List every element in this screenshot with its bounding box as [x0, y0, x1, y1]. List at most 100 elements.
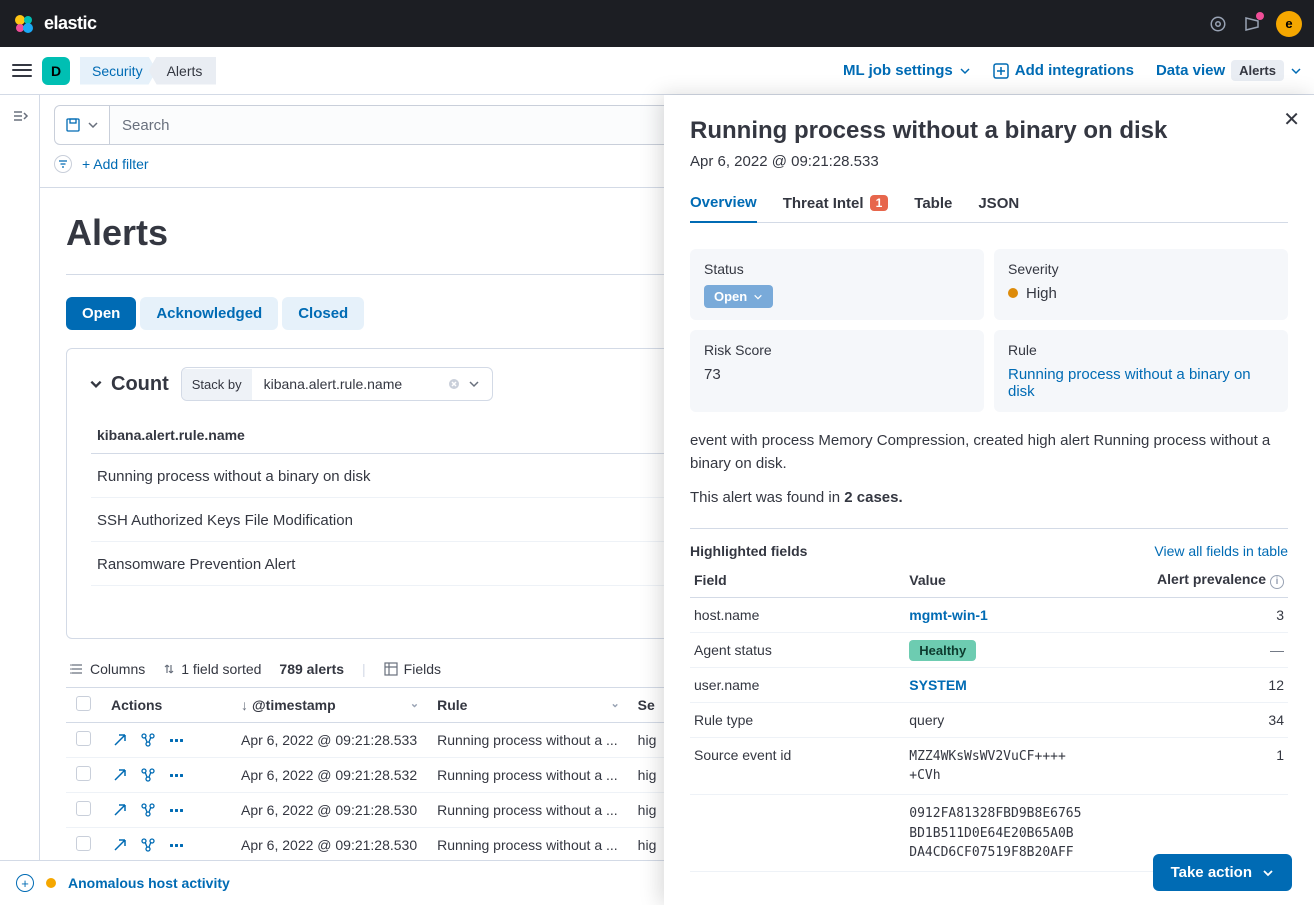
- nav-toggle-icon[interactable]: [12, 61, 32, 81]
- add-integrations-link[interactable]: Add integrations: [993, 62, 1134, 79]
- tab-json[interactable]: JSON: [978, 188, 1019, 222]
- rule-label: Rule: [1008, 342, 1274, 358]
- add-timeline-icon[interactable]: +: [16, 874, 34, 892]
- hl-col-value: Value: [905, 563, 1144, 598]
- expand-rail-icon[interactable]: [11, 107, 29, 125]
- hl-field: Agent status: [690, 633, 905, 668]
- highlighted-header: Highlighted fields View all fields in ta…: [690, 528, 1288, 559]
- more-actions-icon[interactable]: [167, 731, 185, 749]
- expand-icon[interactable]: [111, 836, 129, 854]
- take-action-button[interactable]: Take action: [1153, 854, 1292, 891]
- chevron-down-icon[interactable]: [468, 378, 480, 390]
- stack-by-selector[interactable]: Stack by kibana.alert.rule.name: [181, 367, 493, 401]
- sort-icon: [163, 663, 175, 675]
- sort-label: 1 field sorted: [181, 661, 261, 677]
- expand-icon[interactable]: [111, 731, 129, 749]
- close-flyout-button[interactable]: ✕: [1283, 107, 1300, 132]
- analyze-icon[interactable]: [139, 836, 157, 854]
- status-tab-open[interactable]: Open: [66, 297, 136, 330]
- info-grid: Status Open Severity High Risk Score 73 …: [690, 249, 1288, 412]
- severity-dot-icon: [1008, 288, 1018, 298]
- hl-value-mono: 0912FA81328FBD9B8E6765BD1B511D0E64E20B65…: [909, 806, 1081, 859]
- row-checkbox[interactable]: [76, 801, 91, 816]
- view-all-fields-link[interactable]: View all fields in table: [1154, 543, 1288, 559]
- info-risk: Risk Score 73: [690, 330, 984, 412]
- hl-value-link[interactable]: SYSTEM: [909, 677, 967, 693]
- ml-job-settings[interactable]: ML job settings: [843, 62, 971, 79]
- help-icon[interactable]: [1208, 14, 1228, 34]
- rule-link[interactable]: Running process without a binary on disk: [1008, 366, 1251, 400]
- row-checkbox[interactable]: [76, 731, 91, 746]
- select-all-checkbox[interactable]: [76, 696, 91, 711]
- flyout-header: Running process without a binary on disk…: [664, 95, 1314, 233]
- timeline-title[interactable]: Anomalous host activity: [68, 875, 230, 891]
- columns-label: Columns: [90, 661, 145, 677]
- hl-value-cell: mgmt-win-1: [905, 598, 1144, 633]
- analyze-icon[interactable]: [139, 766, 157, 784]
- status-dot-icon: [46, 878, 56, 888]
- cell-timestamp: Apr 6, 2022 @ 09:21:28.532: [231, 758, 427, 793]
- data-view-selector[interactable]: Data view Alerts: [1156, 60, 1302, 81]
- analyze-icon[interactable]: [139, 731, 157, 749]
- chevron-down-icon: [753, 292, 763, 302]
- filter-options-icon[interactable]: [54, 155, 72, 173]
- cell-timestamp: Apr 6, 2022 @ 09:21:28.533: [231, 723, 427, 758]
- saved-queries-button[interactable]: [54, 105, 110, 145]
- hl-value-cell: Healthy: [905, 633, 1144, 668]
- elastic-logo[interactable]: elastic: [12, 12, 97, 36]
- more-actions-icon[interactable]: [167, 801, 185, 819]
- stack-by-label: Stack by: [182, 369, 252, 400]
- breadcrumb-section[interactable]: Security: [80, 57, 157, 85]
- expand-icon[interactable]: [111, 801, 129, 819]
- alert-flyout: ✕ Running process without a binary on di…: [664, 95, 1314, 905]
- hl-row: Source event id MZZ4WKsWsWV2VuCF+++++CVh…: [690, 738, 1288, 795]
- status-badge[interactable]: Open: [704, 285, 773, 308]
- ml-job-label: ML job settings: [843, 62, 953, 79]
- expand-icon[interactable]: [111, 766, 129, 784]
- row-checkbox[interactable]: [76, 836, 91, 851]
- clear-icon[interactable]: [448, 378, 460, 390]
- add-filter-link[interactable]: + Add filter: [82, 156, 149, 172]
- hl-value-link[interactable]: mgmt-win-1: [909, 607, 988, 623]
- tab-threat-intel[interactable]: Threat Intel 1: [783, 188, 889, 222]
- cases-prefix: This alert was found in: [690, 489, 844, 506]
- add-integrations-label: Add integrations: [1015, 62, 1134, 79]
- analyze-icon[interactable]: [139, 801, 157, 819]
- hl-prev-dash: —: [1270, 642, 1284, 658]
- hl-col-field: Field: [690, 563, 905, 598]
- more-actions-icon[interactable]: [167, 836, 185, 854]
- newsfeed-icon[interactable]: [1242, 14, 1262, 34]
- hl-col-prevalence: Alert prevalencei: [1144, 563, 1288, 598]
- sub-header-right: ML job settings Add integrations Data vi…: [843, 60, 1302, 81]
- row-checkbox[interactable]: [76, 766, 91, 781]
- status-tab-closed[interactable]: Closed: [282, 297, 364, 330]
- sort-button[interactable]: 1 field sorted: [163, 661, 261, 677]
- cases-count: 2 cases.: [844, 489, 902, 506]
- count-panel-title[interactable]: Count: [89, 373, 169, 396]
- columns-button[interactable]: Columns: [70, 661, 145, 677]
- highlighted-fields-table: Field Value Alert prevalencei host.name …: [690, 563, 1288, 872]
- save-icon: [65, 117, 81, 133]
- col-timestamp[interactable]: ↓@timestamp⌄: [231, 688, 427, 723]
- hl-prev: 3: [1144, 598, 1288, 633]
- brand-name: elastic: [44, 13, 97, 34]
- more-actions-icon[interactable]: [167, 766, 185, 784]
- columns-icon: [70, 662, 84, 676]
- col-rule[interactable]: Rule⌄: [427, 688, 628, 723]
- plus-square-icon: [993, 63, 1009, 79]
- row-actions: [111, 766, 221, 784]
- space-badge[interactable]: D: [42, 57, 70, 85]
- user-avatar[interactable]: e: [1276, 11, 1302, 37]
- alert-count: 789 alerts: [279, 661, 344, 677]
- hl-value-cell: 0912FA81328FBD9B8E6765BD1B511D0E64E20B65…: [905, 795, 1144, 872]
- hl-value-cell: query: [905, 703, 1144, 738]
- tab-table[interactable]: Table: [914, 188, 952, 222]
- info-severity: Severity High: [994, 249, 1288, 320]
- tab-overview[interactable]: Overview: [690, 188, 757, 223]
- hl-row: host.name mgmt-win-1 3: [690, 598, 1288, 633]
- fields-label: Fields: [404, 661, 441, 677]
- info-icon[interactable]: i: [1270, 575, 1284, 589]
- cell-rule: Running process without a ...: [427, 758, 628, 793]
- status-tab-acknowledged[interactable]: Acknowledged: [140, 297, 278, 330]
- fields-button[interactable]: Fields: [384, 661, 441, 677]
